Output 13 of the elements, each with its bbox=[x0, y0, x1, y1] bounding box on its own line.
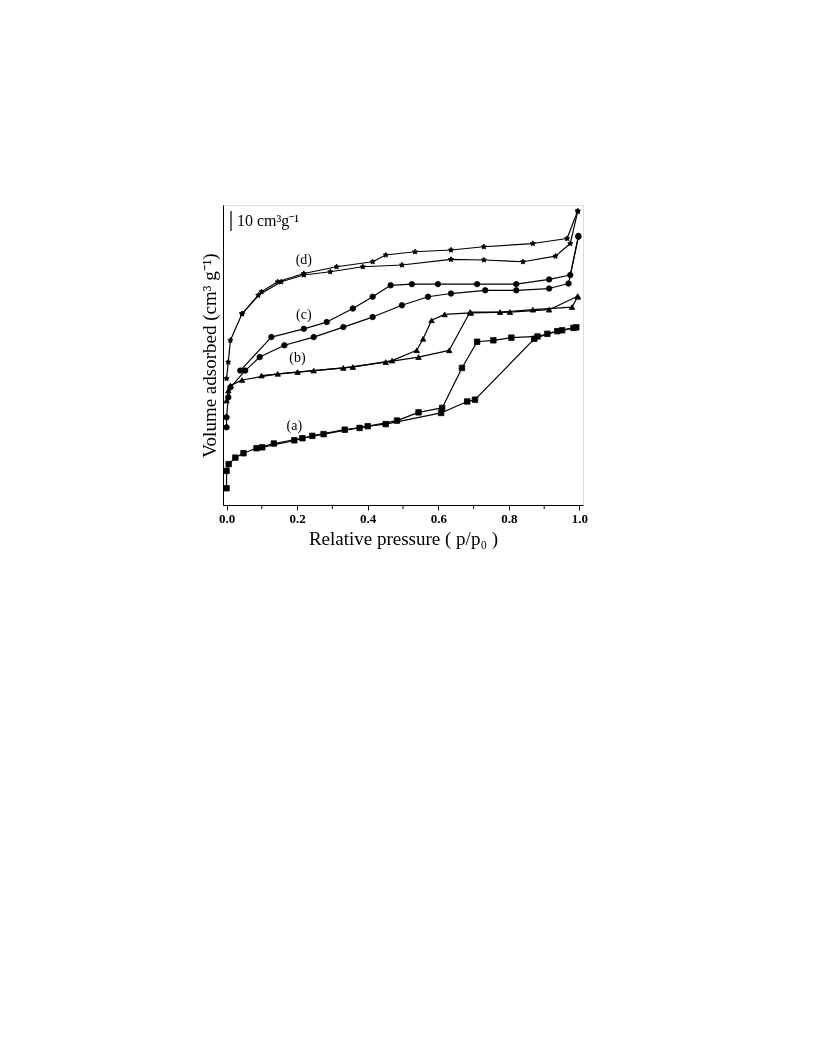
annotation: (d) bbox=[295, 251, 313, 268]
annotation: 10 cm³g⁻¹ bbox=[237, 212, 300, 230]
x-tick-label: 0.0 bbox=[218, 510, 236, 526]
annotation: (c) bbox=[296, 306, 312, 323]
y-axis-title: Volume adsorbed (cm³ g⁻¹) bbox=[198, 253, 221, 458]
annotation: (a) bbox=[286, 418, 303, 435]
x-tick-label: 1.0 bbox=[571, 510, 589, 526]
x-tick-label: 0.6 bbox=[430, 510, 448, 526]
x-tick-label: 0.4 bbox=[360, 510, 377, 526]
x-axis-title: Relative pressure ( p/p₀ ) bbox=[308, 527, 499, 550]
x-tick-label: 0.2 bbox=[289, 510, 306, 526]
annotation: (b) bbox=[289, 350, 306, 367]
x-tick-label: 0.8 bbox=[501, 510, 519, 526]
